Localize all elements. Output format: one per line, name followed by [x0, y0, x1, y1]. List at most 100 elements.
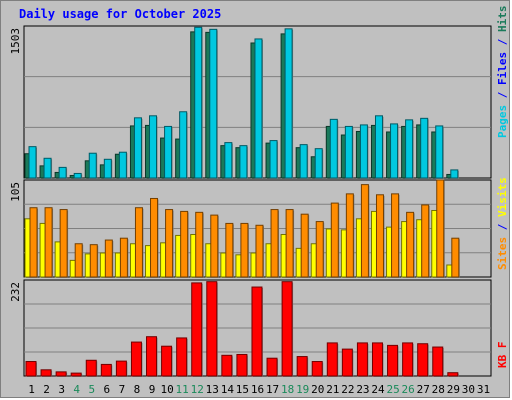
sites-bar-10 — [165, 209, 174, 278]
sites-bar-20 — [315, 221, 324, 278]
kbytes-bar-9 — [146, 336, 158, 377]
kbytes-bar-20 — [311, 361, 323, 377]
x-tick-label-29: 29 — [447, 383, 460, 396]
x-tick-label-11: 11 — [176, 383, 189, 396]
x-tick-label-26: 26 — [402, 383, 415, 396]
kbytes-bar-8 — [130, 341, 142, 377]
x-tick-label-18: 18 — [281, 383, 294, 396]
sites-bar-19 — [300, 213, 309, 278]
kbytes-bar-28 — [432, 346, 444, 377]
sites-bar-12 — [195, 211, 204, 278]
x-tick-label-9: 9 — [149, 383, 156, 396]
sites-bar-5 — [89, 244, 98, 278]
x-tick-label-23: 23 — [356, 383, 369, 396]
y-max-label-1: 1503 — [9, 28, 22, 55]
sites-bar-13 — [210, 214, 219, 278]
x-tick-label-25: 25 — [386, 383, 399, 396]
y-max-label-3: 232 — [9, 282, 22, 302]
sites-bar-18 — [285, 209, 294, 278]
hits-bar-21 — [329, 118, 338, 179]
kbytes-bar-2 — [40, 369, 52, 377]
chart-title: Daily usage for October 2025 — [19, 7, 222, 21]
hits-bar-13 — [209, 28, 218, 179]
x-tick-label-8: 8 — [134, 383, 141, 396]
hits-bar-18 — [284, 28, 293, 179]
hits-bar-5 — [88, 152, 97, 179]
sites-bar-25 — [391, 193, 400, 278]
x-tick-label-17: 17 — [266, 383, 279, 396]
x-tick-label-21: 21 — [326, 383, 339, 396]
x-tick-label-3: 3 — [58, 383, 65, 396]
kbytes-bar-5 — [85, 359, 97, 377]
hits-bar-7 — [118, 151, 127, 179]
legend-sites-visits: Sites / Visits — [496, 177, 509, 270]
sites-bar-4 — [74, 243, 83, 278]
x-tick-label-15: 15 — [236, 383, 249, 396]
x-tick-label-4: 4 — [73, 383, 80, 396]
kbytes-bar-6 — [100, 363, 112, 377]
sites-bar-1 — [29, 207, 38, 278]
sites-bar-14 — [225, 222, 234, 278]
kbytes-bar-1 — [25, 361, 37, 377]
sites-bar-7 — [119, 237, 128, 278]
x-tick-label-30: 30 — [462, 383, 475, 396]
sites-bar-21 — [330, 202, 339, 278]
sites-bar-9 — [150, 197, 159, 278]
kbytes-bar-11 — [176, 337, 188, 377]
x-tick-label-7: 7 — [119, 383, 126, 396]
kbytes-bar-19 — [296, 356, 308, 377]
x-tick-label-2: 2 — [43, 383, 50, 396]
sites-bar-3 — [59, 209, 68, 278]
hits-bar-24 — [374, 115, 383, 179]
hits-bar-25 — [390, 123, 399, 179]
x-tick-label-16: 16 — [251, 383, 264, 396]
x-tick-label-6: 6 — [104, 383, 111, 396]
sites-bar-24 — [375, 194, 384, 278]
kbytes-bar-12 — [191, 282, 203, 377]
y-max-label-2: 105 — [9, 182, 22, 202]
x-tick-label-28: 28 — [432, 383, 445, 396]
kbytes-bar-17 — [266, 357, 278, 377]
hits-bar-28 — [435, 125, 444, 179]
hits-bar-2 — [43, 157, 52, 179]
sites-bar-2 — [44, 207, 53, 278]
sites-bar-29 — [451, 237, 460, 278]
hits-bar-6 — [103, 158, 112, 179]
hits-bar-20 — [314, 148, 323, 179]
x-tick-label-5: 5 — [88, 383, 95, 396]
hits-bar-1 — [28, 146, 37, 179]
sites-bar-6 — [104, 239, 113, 278]
x-tick-label-1: 1 — [28, 383, 35, 396]
kbytes-bar-14 — [221, 354, 233, 377]
kbytes-bar-24 — [371, 342, 383, 377]
hits-bar-10 — [164, 125, 173, 179]
kbytes-bar-22 — [341, 348, 353, 377]
x-tick-label-10: 10 — [160, 383, 173, 396]
hits-bar-12 — [194, 26, 203, 179]
x-tick-label-14: 14 — [221, 383, 235, 396]
sites-bar-17 — [270, 209, 279, 278]
hits-bar-29 — [450, 169, 459, 179]
kbytes-bar-26 — [402, 342, 414, 377]
kbytes-bar-4 — [70, 372, 82, 377]
hits-bar-17 — [269, 140, 278, 179]
hits-bar-11 — [179, 111, 188, 179]
sites-bar-16 — [255, 224, 264, 278]
sites-bar-23 — [360, 184, 369, 278]
hits-bar-19 — [299, 144, 308, 179]
kbytes-bar-29 — [447, 372, 459, 377]
kbytes-bar-3 — [55, 371, 67, 377]
kbytes-bar-25 — [387, 344, 399, 377]
hits-bar-26 — [405, 119, 414, 179]
sites-bar-8 — [134, 207, 143, 278]
kbytes-bar-13 — [206, 281, 218, 377]
hits-bar-27 — [420, 117, 429, 179]
hits-bar-3 — [58, 166, 67, 179]
hits-bar-9 — [149, 115, 158, 179]
sites-bar-26 — [406, 211, 415, 278]
kbytes-bar-10 — [161, 345, 173, 377]
hits-bar-4 — [73, 172, 82, 179]
sites-bar-15 — [240, 222, 249, 278]
hits-bar-22 — [344, 125, 353, 179]
